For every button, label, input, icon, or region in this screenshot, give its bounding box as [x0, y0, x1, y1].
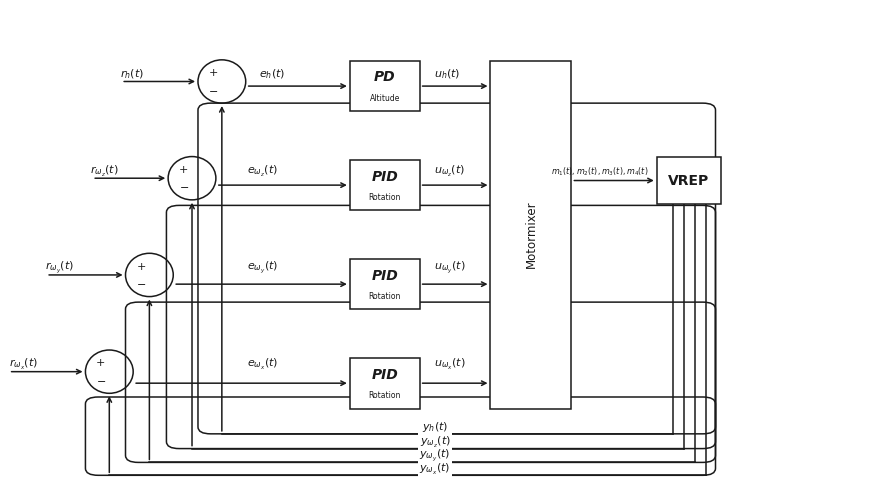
Text: $e_{\omega_z}(t)$: $e_{\omega_z}(t)$: [247, 164, 278, 179]
Text: $e_{\omega_x}(t)$: $e_{\omega_x}(t)$: [247, 357, 278, 372]
Text: $y_{\omega_x}(t)$: $y_{\omega_x}(t)$: [419, 462, 450, 477]
FancyBboxPatch shape: [490, 61, 571, 409]
Text: $r_h(t)$: $r_h(t)$: [119, 68, 143, 81]
Text: +: +: [96, 359, 105, 368]
Text: $y_h(t)$: $y_h(t)$: [421, 420, 448, 434]
Text: $-$: $-$: [96, 375, 106, 385]
Text: $-$: $-$: [209, 85, 218, 95]
Text: $r_{\omega_x}(t)$: $r_{\omega_x}(t)$: [9, 357, 37, 372]
Text: $e_{\omega_y}(t)$: $e_{\omega_y}(t)$: [247, 260, 278, 276]
Text: PID: PID: [371, 368, 398, 382]
FancyBboxPatch shape: [656, 157, 720, 203]
Text: +: +: [179, 165, 188, 175]
FancyBboxPatch shape: [349, 61, 419, 111]
Text: Rotation: Rotation: [368, 193, 401, 202]
Text: Rotation: Rotation: [368, 293, 401, 301]
FancyBboxPatch shape: [349, 160, 419, 211]
Text: PID: PID: [371, 269, 398, 283]
Text: PD: PD: [374, 71, 395, 84]
Text: $-$: $-$: [178, 181, 189, 192]
Text: $u_{\omega_x}(t)$: $u_{\omega_x}(t)$: [434, 357, 465, 372]
Text: Altitude: Altitude: [369, 94, 400, 103]
Text: +: +: [136, 262, 145, 272]
Text: $u_{\omega_y}(t)$: $u_{\omega_y}(t)$: [434, 260, 465, 276]
Text: Rotation: Rotation: [368, 392, 401, 400]
Text: VREP: VREP: [667, 173, 708, 188]
FancyBboxPatch shape: [349, 358, 419, 409]
Text: $u_h(t)$: $u_h(t)$: [434, 68, 460, 81]
Text: $e_h(t)$: $e_h(t)$: [258, 68, 284, 81]
Text: PID: PID: [371, 170, 398, 184]
FancyBboxPatch shape: [349, 259, 419, 310]
Text: $y_{\omega_z}(t)$: $y_{\omega_z}(t)$: [419, 435, 450, 450]
Text: $m_1(t), m_2(t), m_3(t), m_4(t)$: $m_1(t), m_2(t), m_3(t), m_4(t)$: [550, 166, 647, 178]
Text: $-$: $-$: [136, 278, 146, 288]
Text: $r_{\omega_z}(t)$: $r_{\omega_z}(t)$: [90, 164, 118, 179]
Text: $u_{\omega_z}(t)$: $u_{\omega_z}(t)$: [434, 164, 465, 179]
Text: $r_{\omega_y}(t)$: $r_{\omega_y}(t)$: [44, 260, 73, 276]
Text: Motormixer: Motormixer: [524, 201, 537, 269]
Text: +: +: [209, 68, 218, 78]
Text: $y_{\omega_y}(t)$: $y_{\omega_y}(t)$: [419, 448, 450, 464]
